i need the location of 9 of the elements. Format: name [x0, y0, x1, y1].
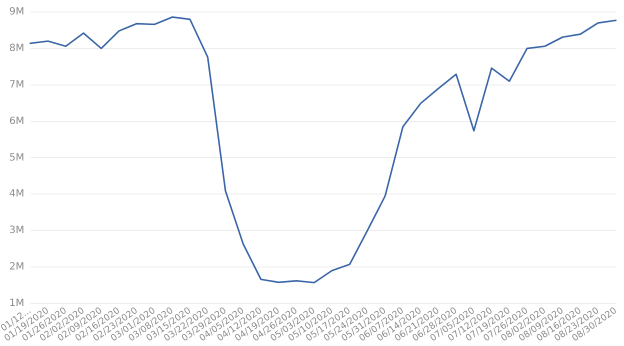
- y-tick-label: 2M: [9, 262, 24, 273]
- y-tick-label: 5M: [9, 152, 24, 164]
- y-tick-label: 4M: [9, 188, 24, 200]
- y-tick-label: 1M: [9, 298, 24, 309]
- y-tick-label: 9M: [9, 6, 24, 18]
- y-tick-label: 7M: [9, 79, 24, 90]
- y-tick-label: 3M: [9, 225, 24, 236]
- y-tick-label: 6M: [9, 116, 24, 127]
- y-tick-label: 8M: [9, 43, 24, 54]
